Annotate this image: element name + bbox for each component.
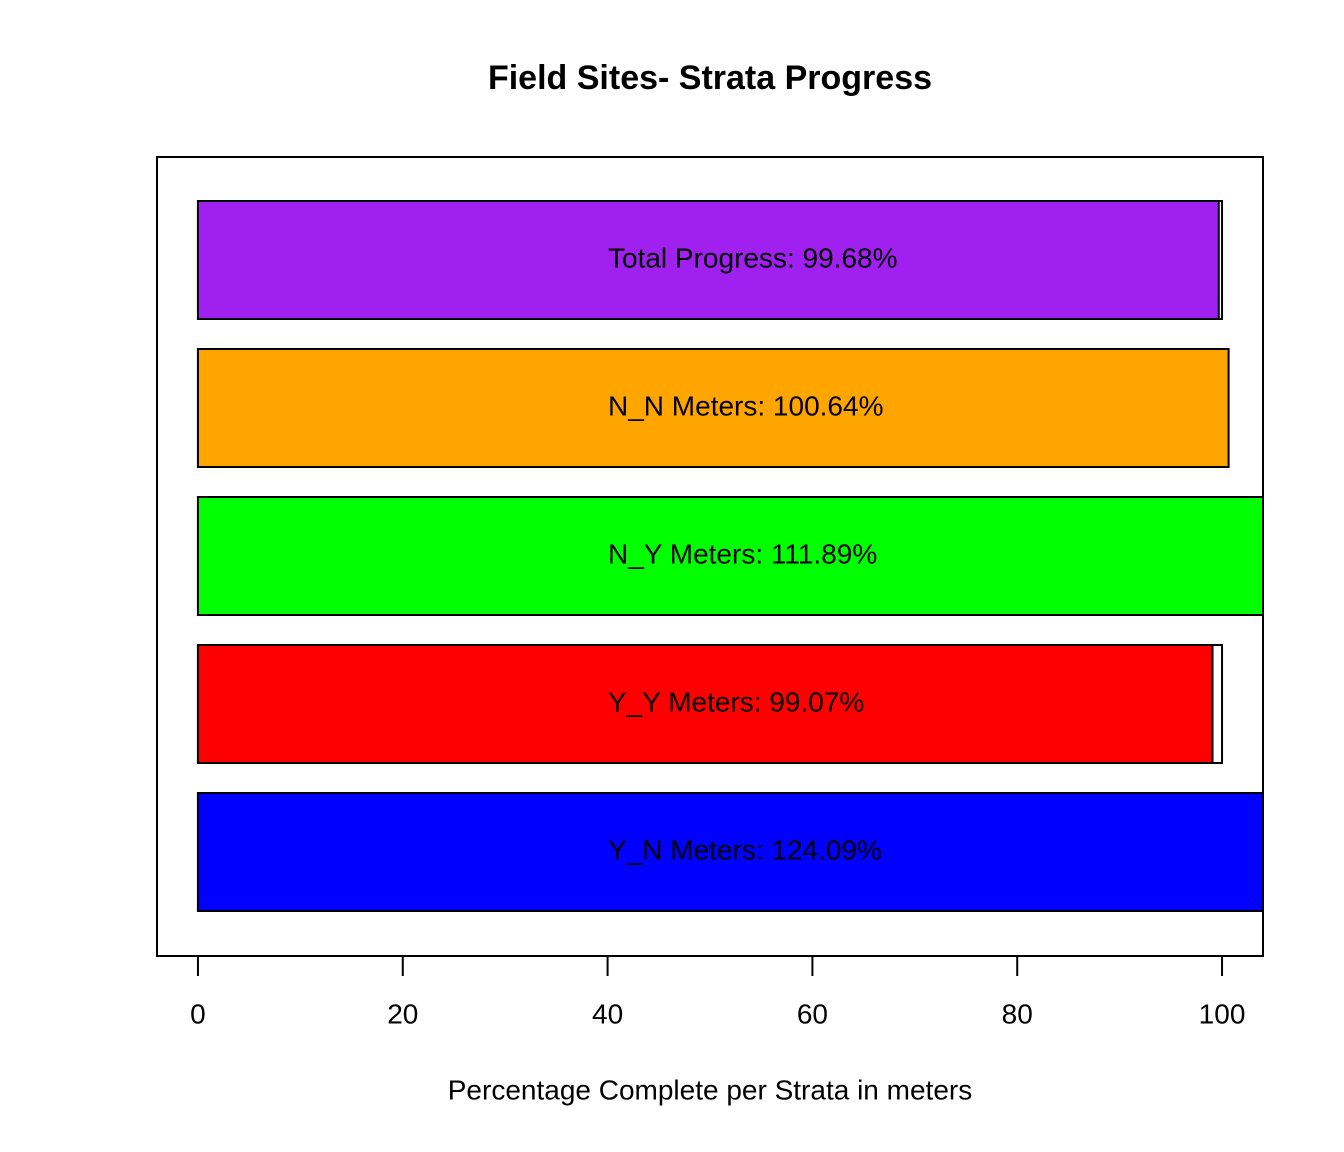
x-axis-label: Percentage Complete per Strata in meters	[448, 1074, 972, 1105]
x-tick-label: 20	[387, 998, 418, 1029]
bar	[196, 496, 1263, 616]
bars	[196, 200, 1263, 912]
bar	[196, 644, 1214, 764]
bar	[196, 200, 1220, 320]
data-label: Total Progress: 99.68%	[608, 242, 898, 273]
data-label: Y_Y Meters: 99.07%	[608, 686, 864, 717]
x-tick-label: 100	[1199, 998, 1246, 1029]
x-tick-label: 60	[797, 998, 828, 1029]
x-tick-label: 80	[1002, 998, 1033, 1029]
chart-title: Field Sites- Strata Progress	[488, 59, 932, 97]
bar	[196, 792, 1263, 912]
x-tick-label: 0	[190, 998, 206, 1029]
data-label: N_N Meters: 100.64%	[608, 390, 883, 421]
x-tick-label: 40	[592, 998, 623, 1029]
data-label: N_Y Meters: 111.89%	[608, 538, 877, 569]
bar	[196, 348, 1230, 468]
data-label: Y_N Meters: 124.09%	[608, 834, 882, 865]
